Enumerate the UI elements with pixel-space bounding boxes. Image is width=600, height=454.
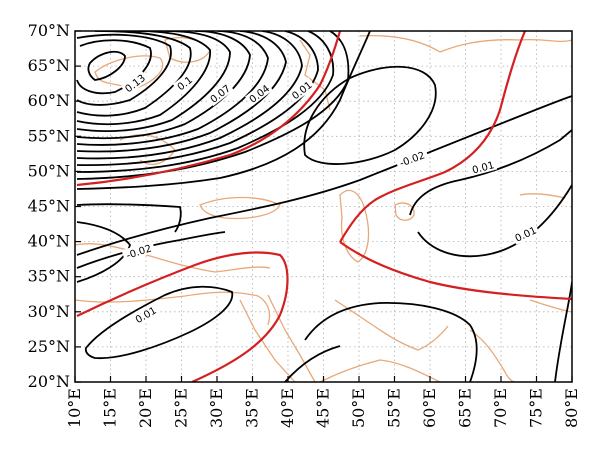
zero-contour-north <box>76 31 342 187</box>
contour-line <box>76 31 231 132</box>
coastline-baltic <box>119 134 176 165</box>
coastline-china <box>529 299 572 313</box>
coastlines <box>75 34 572 382</box>
y-tick-label: 20°N <box>28 372 70 391</box>
y-tick-label: 50°N <box>28 161 70 180</box>
coastline-med-south <box>75 291 271 326</box>
coastline-europe-north <box>94 55 164 91</box>
x-tick-label: 30°E <box>207 388 226 428</box>
coastline-red-sea <box>239 299 296 382</box>
coastline-arabia <box>319 359 441 382</box>
x-tick-label: 60°E <box>420 388 439 428</box>
contour-line <box>76 95 572 256</box>
coastline-russia-north <box>359 34 572 53</box>
y-axis-labels: 20°N 25°N 30°N 35°N 40°N 45°N 50°N 55°N 60°N 65°N… <box>28 21 70 391</box>
x-tick-label: 80°E <box>562 388 581 428</box>
zero-contour-southwest <box>76 251 289 382</box>
x-tick-label: 75°E <box>527 388 546 428</box>
y-tick-label: 35°N <box>28 267 70 286</box>
coastline-india <box>469 329 516 382</box>
x-tick-label: 55°E <box>385 388 404 428</box>
y-tick-label: 70°N <box>28 21 70 40</box>
contour-line <box>417 184 572 258</box>
y-tick-label: 55°N <box>28 126 70 145</box>
contour-label: 0.07 <box>205 80 234 107</box>
contour-label: -0.02 <box>121 240 156 262</box>
y-tick-label: 60°N <box>28 91 70 110</box>
contour-line <box>76 221 131 283</box>
y-tick-label: 30°N <box>28 302 70 321</box>
grid-lines <box>75 31 572 382</box>
zero-contour-east <box>339 31 527 243</box>
contour-label: 0.04 <box>245 80 273 107</box>
contour-line <box>76 33 172 106</box>
contour-line <box>84 285 234 360</box>
contour-line <box>76 31 371 190</box>
contour-line <box>76 31 211 126</box>
coastline-red-sea-e <box>267 294 316 382</box>
x-tick-label: 45°E <box>314 388 333 428</box>
x-axis-labels: 10°E 15°E 20°E 25°E 30°E 35°E 40°E 45°E 50°E 55°E… <box>65 388 581 428</box>
contours-black <box>76 31 572 382</box>
contour-line <box>284 345 341 382</box>
axis-ticks <box>74 30 573 383</box>
x-tick-label: 35°E <box>243 388 262 428</box>
contour-line <box>554 281 572 382</box>
contour-label-text: -0.02 <box>398 150 426 169</box>
contour-label: 0.01 <box>287 77 316 103</box>
contour-line <box>409 129 572 216</box>
x-tick-label: 40°E <box>278 388 297 428</box>
contour-line <box>76 31 192 117</box>
contour-line <box>87 50 126 81</box>
contour-line <box>76 31 319 167</box>
contour-label: 0.1 <box>172 71 197 94</box>
coastline-persian-gulf <box>334 299 449 351</box>
x-tick-label: 20°E <box>136 388 155 428</box>
contour-line <box>76 31 287 153</box>
contour-line <box>76 31 303 160</box>
zero-contour-southeast <box>339 241 572 301</box>
contour-line <box>303 65 437 165</box>
x-tick-label: 10°E <box>65 388 84 428</box>
y-tick-label: 65°N <box>28 56 70 75</box>
contour-line <box>76 203 182 233</box>
coastline-med-north <box>75 243 271 273</box>
x-tick-label: 50°E <box>349 388 368 428</box>
y-tick-label: 45°N <box>28 197 70 216</box>
contour-label: -0.02 <box>394 147 429 170</box>
y-tick-label: 25°N <box>28 337 70 356</box>
contour-label: 0.01 <box>511 222 540 245</box>
x-tick-label: 15°E <box>101 388 120 428</box>
contour-label: 0.13 <box>120 70 149 96</box>
coastline-balkhash <box>519 193 566 199</box>
contour-line <box>76 231 226 269</box>
x-tick-label: 65°E <box>456 388 475 428</box>
coastline-scandinavia <box>164 37 211 63</box>
coastline-aral <box>394 202 415 221</box>
y-tick-label: 40°N <box>28 232 70 251</box>
coastline-black-sea <box>199 196 281 220</box>
contour-line <box>76 39 152 95</box>
contour-line <box>76 31 269 146</box>
zero-contours <box>76 31 572 382</box>
x-tick-label: 70°E <box>491 388 510 428</box>
contour-line <box>304 302 478 382</box>
x-tick-label: 25°E <box>172 388 191 428</box>
